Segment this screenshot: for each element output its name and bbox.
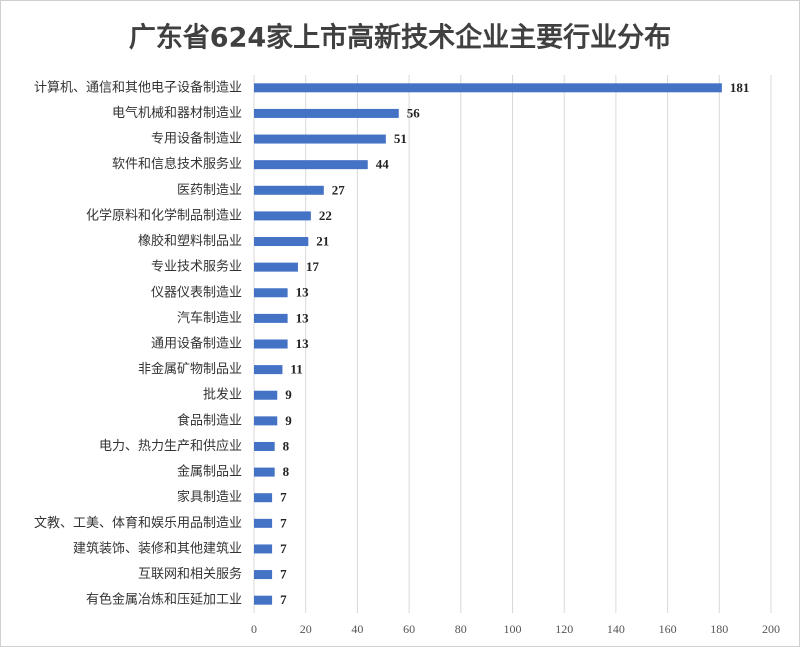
value-label: 56 xyxy=(407,105,421,120)
bar xyxy=(254,570,273,580)
bar xyxy=(254,262,298,272)
bar xyxy=(254,518,273,528)
value-label: 21 xyxy=(316,234,329,249)
y-tick-label: 化学原料和化学制品制造业 xyxy=(86,207,242,223)
bar xyxy=(254,160,368,170)
value-label: 181 xyxy=(730,80,750,95)
bar xyxy=(254,83,722,93)
value-label: 13 xyxy=(296,285,310,300)
value-label: 27 xyxy=(332,182,346,197)
value-label: 51 xyxy=(394,131,407,146)
y-tick-label: 专用设备制造业 xyxy=(151,131,242,147)
value-label: 7 xyxy=(280,541,287,556)
y-tick-label: 非金属矿物制品业 xyxy=(138,361,242,377)
y-tick-label: 软件和信息技术服务业 xyxy=(112,156,242,172)
x-tick-label: 120 xyxy=(555,622,573,636)
x-tick-label: 20 xyxy=(300,622,312,636)
y-tick-label: 批发业 xyxy=(203,387,242,403)
bar xyxy=(254,493,273,503)
y-tick-label: 有色金属冶炼和压延加工业 xyxy=(86,592,242,608)
bar xyxy=(254,390,278,400)
y-tick-label: 医药制造业 xyxy=(177,183,242,198)
x-tick-label: 160 xyxy=(659,622,677,636)
x-tick-label: 60 xyxy=(403,622,415,636)
bar xyxy=(254,108,399,118)
y-tick-label: 计算机、通信和其他电子设备制造业 xyxy=(34,79,242,95)
y-tick-label: 通用设备制造业 xyxy=(151,336,242,352)
bar xyxy=(254,544,273,554)
value-label: 13 xyxy=(296,310,310,325)
y-tick-label: 金属制品业 xyxy=(177,464,242,480)
value-label: 7 xyxy=(280,490,287,505)
chart-title: 广东省624家上市高新技术企业主要行业分布 xyxy=(129,22,671,54)
x-tick-label: 40 xyxy=(351,622,363,636)
value-label: 22 xyxy=(319,208,332,223)
x-tick-label: 180 xyxy=(710,622,728,636)
value-label: 13 xyxy=(296,336,310,351)
bar xyxy=(254,416,278,426)
x-tick-label: 80 xyxy=(455,622,467,636)
bar xyxy=(254,595,273,605)
value-label: 7 xyxy=(280,567,287,582)
bar xyxy=(254,134,386,144)
y-tick-label: 电力、热力生产和供应业 xyxy=(99,438,242,454)
y-tick-label: 仪器仪表制造业 xyxy=(151,285,242,300)
value-label: 11 xyxy=(290,362,302,377)
bar xyxy=(254,237,309,247)
y-tick-label: 食品制造业 xyxy=(177,412,242,428)
bar xyxy=(254,441,275,451)
y-tick-label: 家具制造业 xyxy=(177,489,242,505)
bar xyxy=(254,467,275,477)
value-label: 9 xyxy=(285,387,292,402)
value-label: 8 xyxy=(283,464,290,479)
y-tick-label: 文教、工美、体育和娱乐用品制造业 xyxy=(34,515,242,531)
y-tick-label: 电气机械和器材制造业 xyxy=(112,105,242,121)
bar xyxy=(254,288,288,298)
x-tick-label: 200 xyxy=(762,622,780,636)
bar xyxy=(254,339,288,349)
x-tick-label: 0 xyxy=(251,622,257,636)
value-label: 17 xyxy=(306,259,320,274)
bar xyxy=(254,313,288,323)
value-label: 8 xyxy=(283,438,290,453)
bar xyxy=(254,211,311,221)
y-tick-label: 建筑装饰、装修和其他建筑业 xyxy=(73,540,242,556)
y-tick-label: 互联网和相关服务 xyxy=(138,566,242,582)
value-label: 44 xyxy=(376,157,390,172)
value-label: 7 xyxy=(280,592,287,607)
value-label: 7 xyxy=(280,515,287,530)
value-label: 9 xyxy=(285,413,292,428)
bar xyxy=(254,365,283,375)
y-tick-label: 专业技术服务业 xyxy=(151,259,242,275)
bar xyxy=(254,185,324,195)
x-tick-label: 100 xyxy=(504,622,522,636)
y-tick-label: 汽车制造业 xyxy=(177,310,242,326)
y-tick-label: 橡胶和塑料制品业 xyxy=(138,233,242,249)
x-tick-label: 140 xyxy=(607,622,625,636)
